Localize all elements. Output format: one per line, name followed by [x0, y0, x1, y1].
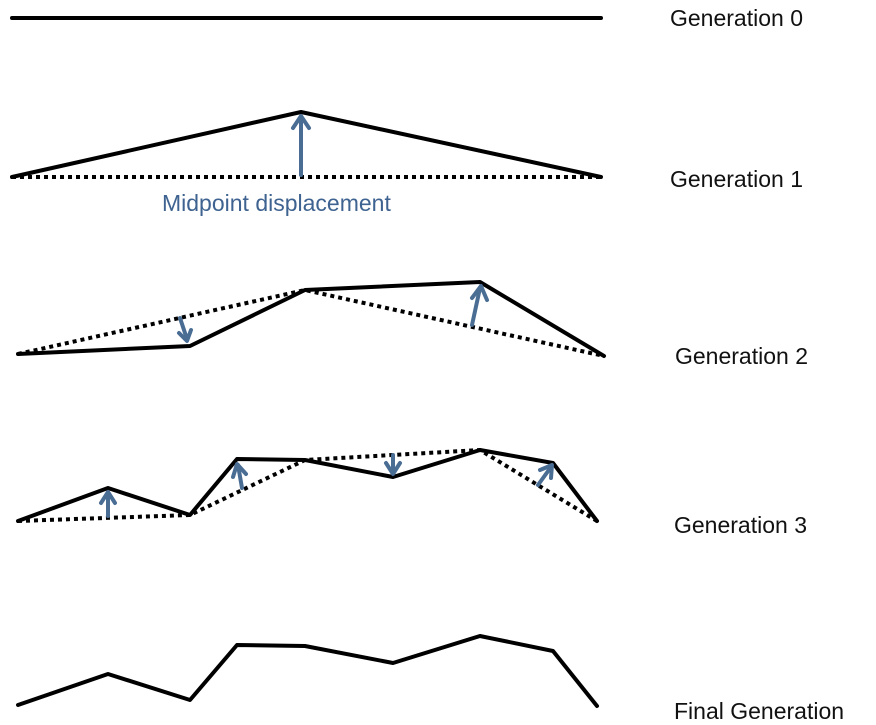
generation-3-curve [16, 448, 599, 523]
midpoint-displacement-label: Midpoint displacement [162, 190, 391, 216]
generation-2-arrow-2 [470, 284, 489, 327]
generation-2-arrow-1 [177, 316, 193, 343]
arrow-head [99, 490, 117, 505]
final-generation-curve [16, 634, 599, 708]
generation-1-label: Generation 1 [670, 166, 803, 192]
generation-1-arrow [291, 114, 311, 177]
arrow-shaft [178, 316, 189, 341]
arrow-head [538, 463, 554, 480]
arrow-head [470, 284, 489, 302]
generation-3-row: Generation 3 [16, 447, 807, 538]
arrow-head [384, 461, 402, 476]
generation-3-arrow-1 [99, 490, 117, 518]
generation-2-row: Generation 2 [16, 280, 808, 369]
generation-2-curve [16, 280, 606, 358]
generation-2-baseline [17, 287, 605, 358]
arrow-head [231, 462, 248, 479]
arrow-head [177, 328, 193, 343]
generation-3-arrow-4 [536, 463, 554, 487]
generation-3-arrow-3 [384, 453, 402, 476]
arrow-shaft [470, 286, 482, 327]
generation-0-row: Generation 0 [10, 5, 803, 31]
final-generation-row: Final Generation [16, 634, 844, 724]
final-generation-label: Final Generation [674, 698, 844, 724]
generation-1-row: Midpoint displacement Generation 1 [10, 110, 803, 216]
generation-2-label: Generation 2 [675, 343, 808, 369]
arrow-shaft [536, 465, 553, 487]
generation-3-arrow-2 [231, 462, 248, 490]
generation-0-label: Generation 0 [670, 5, 803, 31]
generation-3-label: Generation 3 [674, 512, 807, 538]
arrow-head [291, 114, 311, 130]
generation-1-curve [10, 110, 603, 179]
